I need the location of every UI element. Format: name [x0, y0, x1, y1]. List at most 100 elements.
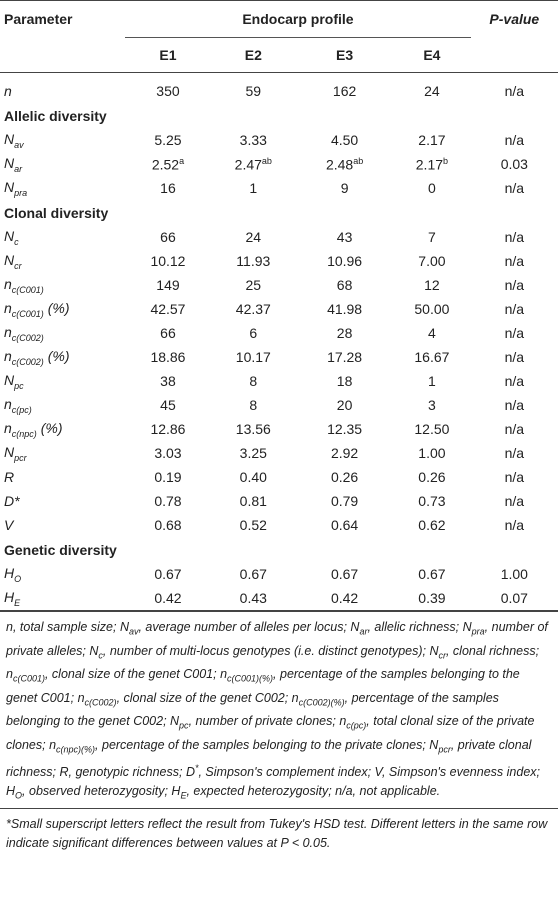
footnote-abbreviations: n, total sample size; Nav, average numbe… — [0, 611, 558, 806]
value-cell-e2: 0.67 — [239, 566, 267, 582]
parameter-cell: HO — [4, 564, 22, 584]
pvalue-header: P-value — [489, 11, 540, 28]
value-cell-e1: 3.03 — [154, 445, 182, 461]
column-header-e4: E4 — [423, 47, 441, 63]
value-cell-e2: 25 — [245, 277, 262, 293]
table-row: Nav 5.25 3.33 4.50 2.17 n/a — [0, 128, 558, 152]
value-cell-e3: 28 — [336, 325, 353, 341]
value-cell-e3: 2.92 — [330, 445, 359, 461]
value-cell-e2: 2.47ab — [234, 155, 272, 173]
parameter-cell: nc(pc) — [4, 395, 32, 415]
pvalue-cell: n/a — [504, 83, 525, 99]
value-cell-e4: 7 — [428, 229, 436, 245]
pvalue-cell: n/a — [504, 325, 525, 341]
value-cell-e1: 12.86 — [150, 421, 186, 437]
value-cell-e2: 3.33 — [239, 132, 267, 148]
value-cell-e2: 1 — [249, 180, 258, 196]
table-row: nc(C001) (%) 42.57 42.37 41.98 50.00 n/a — [0, 297, 558, 321]
value-cell-e4: 12.50 — [414, 421, 450, 437]
value-cell-e2: 0.81 — [239, 493, 267, 509]
value-cell-e3: 162 — [332, 83, 357, 99]
parameter-cell: R — [4, 469, 15, 485]
pvalue-cell: n/a — [504, 180, 525, 196]
value-cell-e1: 42.57 — [150, 301, 186, 317]
value-cell-e2: 24 — [245, 229, 262, 245]
value-cell-e1: 45 — [160, 397, 176, 413]
parameter-cell: Npra — [4, 178, 28, 198]
value-cell-e2: 10.17 — [235, 349, 271, 365]
value-cell-e1: 5.25 — [154, 132, 182, 148]
value-cell-e1: 149 — [156, 277, 180, 293]
value-cell-e1: 10.12 — [150, 253, 186, 269]
value-cell-e4: 3 — [428, 397, 436, 413]
endocarp-profile-header: Endocarp profile — [125, 0, 471, 38]
table-row: Ncr 10.12 11.93 10.96 7.00 n/a — [0, 249, 558, 273]
table-row: Nc 66 24 43 7 n/a — [0, 225, 558, 249]
value-cell-e1: 0.19 — [154, 469, 182, 485]
pvalue-cell: n/a — [504, 493, 525, 509]
table-row: Npc 38 8 18 1 n/a — [0, 369, 558, 393]
pvalue-cell: n/a — [504, 301, 525, 317]
table-row: HE 0.42 0.43 0.42 0.39 0.07 — [0, 586, 558, 611]
column-header-e1: E1 — [159, 47, 177, 63]
pvalue-cell: n/a — [504, 229, 525, 245]
value-cell-e3: 43 — [336, 229, 353, 245]
value-cell-e1: 16 — [160, 180, 176, 196]
section-header: Genetic diversity — [0, 537, 558, 562]
value-cell-e1: 0.67 — [154, 566, 182, 582]
parameter-cell: nc(npc) (%) — [4, 419, 63, 439]
value-cell-e4: 4 — [428, 325, 436, 341]
table-row: Npra 16 1 9 0 n/a — [0, 176, 558, 200]
value-cell-e2: 13.56 — [235, 421, 271, 437]
parameter-cell: Nav — [4, 130, 24, 150]
section-label: Allelic diversity — [4, 107, 107, 124]
value-cell-e3: 0.42 — [330, 590, 359, 606]
pvalue-cell: n/a — [504, 349, 525, 365]
pvalue-cell: n/a — [504, 277, 525, 293]
value-cell-e3: 0.64 — [330, 517, 359, 533]
value-cell-e1: 0.42 — [154, 590, 182, 606]
value-cell-e4: 16.67 — [414, 349, 450, 365]
value-cell-e2: 6 — [249, 325, 258, 341]
parameter-cell: n — [4, 83, 12, 99]
parameter-cell: nc(C001) (%) — [4, 299, 70, 319]
parameter-cell: nc(C001) — [4, 275, 44, 295]
pvalue-cell: n/a — [504, 517, 525, 533]
value-cell-e3: 68 — [336, 277, 353, 293]
pvalue-cell: 1.00 — [500, 566, 528, 582]
parameter-cell: Nar — [4, 154, 23, 174]
section-label: Genetic diversity — [4, 541, 117, 558]
value-cell-e3: 0.79 — [330, 493, 359, 509]
value-cell-e4: 0 — [428, 180, 436, 196]
column-header-e3: E3 — [336, 47, 354, 63]
pvalue-cell: n/a — [504, 445, 525, 461]
table-row: R 0.19 0.40 0.26 0.26 n/a — [0, 465, 558, 489]
table-row: n 350 59 162 24 n/a — [0, 79, 558, 103]
value-cell-e4: 1.00 — [418, 445, 446, 461]
value-cell-e4: 0.67 — [418, 566, 446, 582]
value-cell-e3: 20 — [336, 397, 353, 413]
value-cell-e4: 0.73 — [418, 493, 446, 509]
value-cell-e2: 0.52 — [239, 517, 267, 533]
parameter-cell: Ncr — [4, 251, 22, 271]
value-cell-e1: 2.52a — [151, 155, 185, 173]
value-cell-e1: 38 — [160, 373, 176, 389]
value-cell-e1: 0.78 — [154, 493, 182, 509]
value-cell-e4: 2.17b — [415, 155, 449, 173]
pvalue-cell: 0.07 — [500, 590, 528, 606]
pvalue-cell: n/a — [504, 469, 525, 485]
value-cell-e1: 350 — [156, 83, 180, 99]
value-cell-e2: 59 — [245, 83, 262, 99]
value-cell-e3: 0.67 — [330, 566, 359, 582]
value-cell-e4: 12 — [424, 277, 440, 293]
table-container: Parameter Endocarp profile P-value E1 E2… — [0, 0, 558, 850]
value-cell-e3: 41.98 — [327, 301, 363, 317]
table-row: Nar 2.52a 2.47ab 2.48ab 2.17b 0.03 — [0, 152, 558, 176]
value-cell-e3: 0.26 — [330, 469, 359, 485]
data-table: Parameter Endocarp profile P-value E1 E2… — [0, 0, 558, 611]
table-row: nc(C002) 66 6 28 4 n/a — [0, 321, 558, 345]
table-row: nc(pc) 45 8 20 3 n/a — [0, 393, 558, 417]
value-cell-e4: 50.00 — [414, 301, 450, 317]
value-cell-e4: 1 — [428, 373, 436, 389]
pvalue-cell: n/a — [504, 253, 525, 269]
